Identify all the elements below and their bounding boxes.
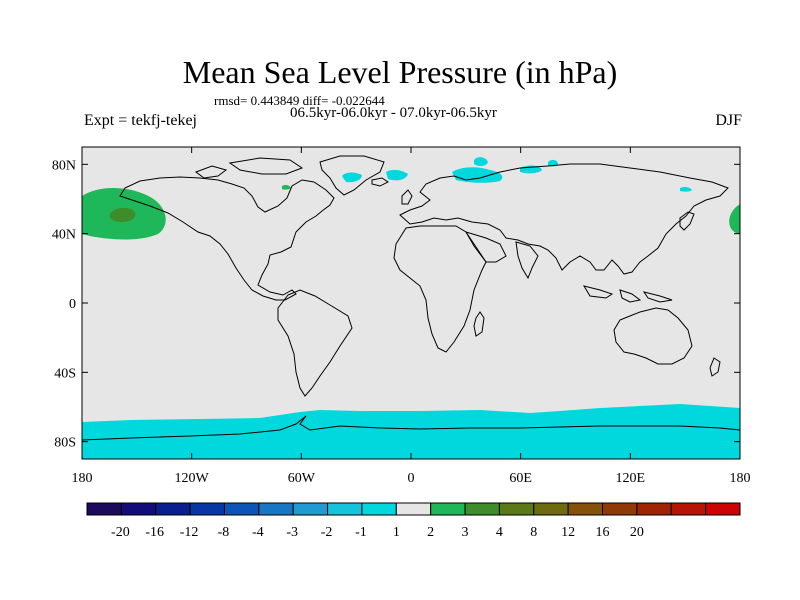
lat-tick-label: 80S — [54, 436, 76, 451]
colorbar-label: -8 — [218, 525, 230, 540]
coastlines — [82, 155, 740, 441]
lat-tick-label: 40S — [54, 366, 76, 381]
colorbar: -20 -16 -12 -8 -4 -3 -2 -1 1 2 3 4 8 12 16 20 — [86, 502, 741, 540]
latitude-axis: 80N 40N 0 40S 80S — [52, 158, 740, 451]
colorbar-label: -2 — [321, 525, 333, 540]
colorbar-swatch — [292, 502, 329, 516]
arctic-patch-4 — [474, 157, 488, 167]
colorbar-label: -12 — [180, 525, 199, 540]
lat-tick-label: 80N — [52, 158, 76, 173]
coastline-eurasia — [399, 163, 729, 275]
lon-tick-label: 120W — [175, 471, 210, 486]
west-pacific-positive-anomaly — [729, 204, 740, 234]
lon-tick-label: 0 — [408, 471, 415, 486]
colorbar-label: -4 — [252, 525, 264, 540]
colorbar-swatch — [533, 502, 569, 516]
colorbar-swatch — [223, 502, 260, 516]
antarctic-negative-anomaly — [82, 404, 740, 459]
coastline-japan — [679, 211, 695, 231]
arctic-patch-3 — [452, 167, 503, 183]
colorbar-swatch — [86, 502, 122, 516]
coastline-indonesia — [582, 285, 673, 303]
anomaly-fields — [82, 155, 740, 459]
colorbar-swatch — [361, 502, 397, 516]
colorbar-swatch — [189, 502, 225, 516]
colorbar-swatch — [155, 502, 191, 516]
arctic-patch-6 — [548, 159, 558, 167]
period-line: 06.5kyr-06.0kyr - 07.0kyr-06.5kyr — [290, 105, 497, 121]
colorbar-swatch — [498, 502, 535, 516]
lon-tick-label: 180 — [72, 471, 93, 486]
colorbar-label: 4 — [496, 525, 503, 540]
coastline-britain — [401, 189, 413, 205]
colorbar-swatch — [327, 502, 363, 516]
arctic-patch-1 — [342, 172, 362, 183]
north-pacific-small-patch — [680, 186, 692, 192]
colorbar-swatch — [567, 502, 604, 516]
colorbar-label: 8 — [530, 525, 537, 540]
coastline-madagascar — [473, 311, 485, 337]
colorbar-swatch — [602, 502, 638, 516]
coastline-south-america — [277, 289, 353, 397]
map-title: Mean Sea Level Pressure (in hPa) — [182, 54, 618, 90]
lat-tick-label: 0 — [69, 297, 76, 312]
experiment-label: Expt = tekfj-tekej — [84, 112, 197, 129]
colorbar-label: 2 — [427, 525, 434, 540]
coastline-north-america — [119, 176, 335, 301]
colorbar-swatch — [464, 502, 500, 516]
coastline-arctic-islands — [194, 157, 304, 179]
coastline-new-zealand — [709, 357, 721, 377]
coastline-australia — [613, 307, 693, 365]
coastline-greenland — [319, 155, 385, 196]
longitude-axis: 180 120W 60W 0 60E 120E 180 — [72, 147, 751, 486]
lon-tick-label: 60E — [509, 471, 532, 486]
colorbar-swatch — [636, 502, 672, 516]
colorbar-label: -16 — [145, 525, 164, 540]
coastline-iceland — [371, 177, 389, 187]
coastline-antarctica — [82, 415, 740, 441]
colorbar-label: -20 — [111, 525, 130, 540]
hudson-bay-green-patch — [282, 184, 291, 190]
coastline-india — [515, 241, 539, 280]
colorbar-swatch — [120, 502, 157, 516]
lon-tick-label: 60W — [288, 471, 316, 486]
season-label: DJF — [715, 112, 742, 129]
colorbar-label: 1 — [393, 525, 400, 540]
colorbar-swatch — [430, 502, 466, 516]
colorbar-swatch — [395, 502, 432, 516]
coastline-arabia — [464, 231, 507, 263]
colorbar-swatch — [705, 502, 741, 516]
arctic-patch-2 — [386, 169, 408, 181]
colorbar-swatch — [258, 502, 294, 516]
colorbar-label: 3 — [462, 525, 469, 540]
colorbar-label: 20 — [630, 525, 644, 540]
colorbar-label: 16 — [596, 525, 610, 540]
lon-tick-label: 180 — [730, 471, 751, 486]
colorbar-swatch — [670, 502, 707, 516]
north-pacific-core-anomaly — [109, 207, 136, 222]
colorbar-label: -3 — [286, 525, 298, 540]
lat-tick-label: 40N — [52, 228, 76, 243]
lon-tick-label: 120E — [616, 471, 646, 486]
stats-line: rmsd= 0.443849 diff= -0.022644 — [214, 93, 385, 108]
colorbar-label: -1 — [355, 525, 367, 540]
colorbar-label: 12 — [561, 525, 575, 540]
coastline-africa — [393, 225, 487, 353]
